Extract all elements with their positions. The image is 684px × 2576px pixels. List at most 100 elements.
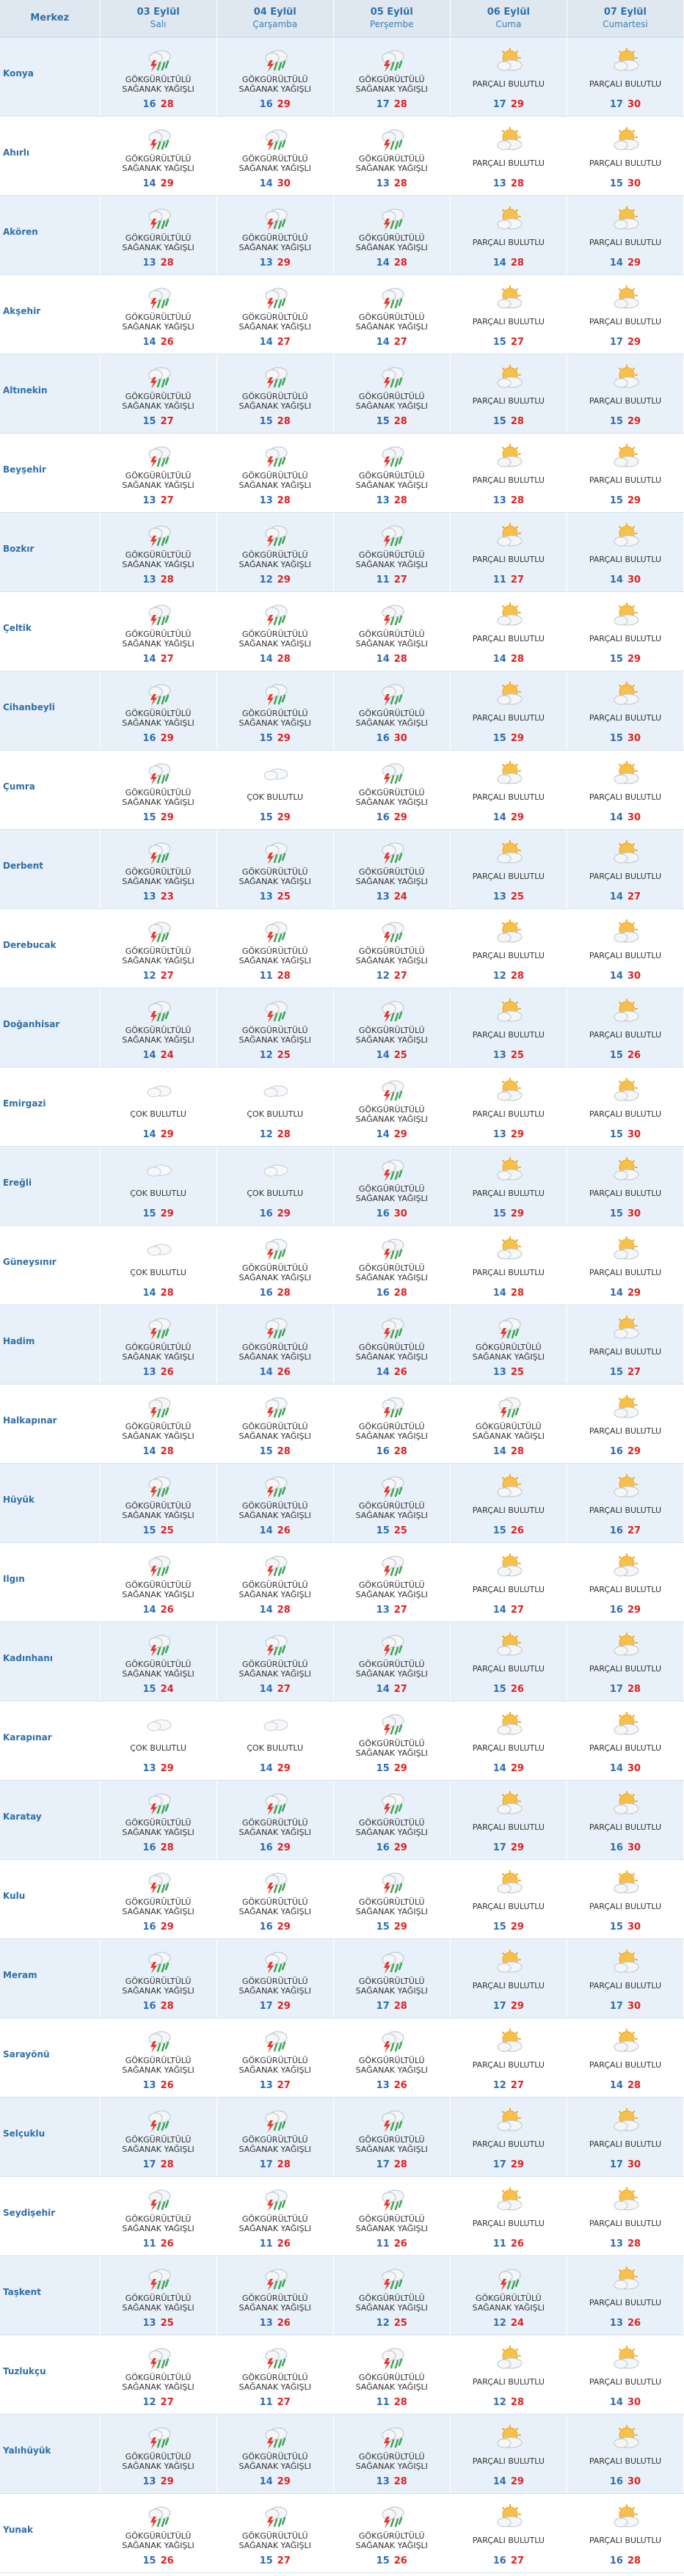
condition-text: GÖKGÜRÜLTÜLÜ SAĞANAK YAĞIŞLI — [239, 1659, 311, 1679]
temperature-range: 15 26 — [484, 1684, 533, 1695]
max-temp: 26 — [160, 336, 174, 348]
temperature-range: 14 29 — [134, 1129, 183, 1140]
thunderstorm-rain-icon — [261, 365, 290, 390]
city-name-cell: Taşkent — [0, 2255, 101, 2335]
forecast-cell: GÖKGÜRÜLTÜLÜ SAĞANAK YAĞIŞLI 14 27 — [217, 1621, 334, 1701]
city-name: Tuzlukçu — [3, 2366, 46, 2376]
max-temp: 28 — [510, 970, 524, 982]
cloudy-icon — [261, 1078, 290, 1103]
temperature-range: 17 29 — [484, 2159, 533, 2170]
min-temp: 14 — [142, 1049, 156, 1061]
condition-text: ÇOK BULUTLU — [130, 1268, 186, 1277]
city-name-cell: Emirgazi — [0, 1067, 101, 1147]
min-temp: 15 — [142, 2555, 156, 2566]
temperature-range: 13 28 — [368, 495, 416, 506]
temperature-range: 15 26 — [134, 2555, 183, 2566]
condition-text: PARÇALI BULUTLU — [589, 2536, 662, 2545]
max-temp: 29 — [277, 1208, 291, 1219]
condition-text: GÖKGÜRÜLTÜLÜ SAĞANAK YAĞIŞLI — [239, 1976, 311, 1996]
temperature-range: 17 29 — [484, 2001, 533, 2012]
temperature-range: 16 30 — [601, 2476, 650, 2487]
condition-text: PARÇALI BULUTLU — [589, 396, 662, 406]
temperature-range: 13 26 — [134, 2080, 183, 2091]
temperature-range: 14 28 — [484, 258, 533, 269]
temperature-range: 16 27 — [601, 1525, 650, 1536]
thunderstorm-rain-icon — [144, 444, 173, 469]
forecast-cell: GÖKGÜRÜLTÜLÜ SAĞANAK YAĞIŞLI 14 24 — [100, 988, 217, 1068]
min-temp: 14 — [259, 178, 273, 189]
table-row: Beyşehir GÖKGÜRÜLTÜLÜ SAĞANAK YAĞIŞLI 13 27… — [0, 433, 684, 513]
temperature-range: 14 26 — [368, 1367, 416, 1378]
max-temp: 29 — [277, 732, 291, 744]
forecast-cell: GÖKGÜRÜLTÜLÜ SAĞANAK YAĞIŞLI 11 27 — [333, 512, 451, 592]
partly-cloudy-icon — [494, 2107, 523, 2133]
city-name: Selçuklu — [3, 2128, 46, 2139]
condition-text: GÖKGÜRÜLTÜLÜ SAĞANAK YAĞIŞLI — [122, 2451, 194, 2471]
min-temp: 15 — [142, 415, 156, 427]
condition-text: PARÇALI BULUTLU — [589, 1189, 662, 1198]
max-temp: 28 — [160, 1287, 174, 1299]
forecast-cell: PARÇALI BULUTLU 15 30 — [567, 1067, 684, 1147]
max-temp: 26 — [510, 1525, 524, 1536]
forecast-cell: GÖKGÜRÜLTÜLÜ SAĞANAK YAĞIŞLI 13 28 — [100, 195, 217, 275]
column-header-day: 05 Eylül Perşembe — [333, 0, 451, 37]
max-temp: 26 — [627, 2317, 641, 2329]
max-temp: 30 — [627, 1842, 641, 1853]
city-name-cell: Karatay — [0, 1780, 101, 1860]
city-name: Yalıhüyük — [3, 2445, 51, 2456]
min-temp: 13 — [142, 1366, 156, 1378]
min-temp: 14 — [492, 1445, 506, 1457]
city-name-cell: Doğanhisar — [0, 988, 101, 1068]
forecast-cell: PARÇALI BULUTLU 14 30 — [567, 1701, 684, 1781]
table-row: Güneysınır ÇOK BULUTLU 14 28 GÖKGÜRÜLTÜLÜ SA… — [0, 1225, 684, 1305]
max-temp: 30 — [627, 811, 641, 823]
min-temp: 11 — [492, 574, 506, 585]
forecast-cell: GÖKGÜRÜLTÜLÜ SAĞANAK YAĞIŞLI 13 27 — [100, 433, 217, 513]
forecast-cell: GÖKGÜRÜLTÜLÜ SAĞANAK YAĞIŞLI 14 28 — [450, 1384, 567, 1464]
thunderstorm-rain-icon — [377, 2108, 407, 2133]
max-temp: 29 — [393, 1921, 407, 1933]
city-name: Ereğli — [3, 1178, 32, 1188]
max-temp: 25 — [277, 891, 291, 902]
max-temp: 30 — [627, 574, 641, 585]
temperature-range: 13 26 — [368, 2080, 416, 2091]
condition-text: GÖKGÜRÜLTÜLÜ SAĞANAK YAĞIŞLI — [239, 233, 311, 252]
max-temp: 27 — [393, 1683, 407, 1695]
thunderstorm-rain-icon — [261, 2504, 290, 2529]
condition-text: GÖKGÜRÜLTÜLÜ SAĞANAK YAĞIŞLI — [122, 787, 194, 807]
condition-text: GÖKGÜRÜLTÜLÜ SAĞANAK YAĞIŞLI — [239, 866, 311, 886]
condition-text: GÖKGÜRÜLTÜLÜ SAĞANAK YAĞIŞLI — [122, 2531, 194, 2550]
forecast-cell: GÖKGÜRÜLTÜLÜ SAĞANAK YAĞIŞLI 15 27 — [100, 354, 217, 434]
forecast-cell: GÖKGÜRÜLTÜLÜ SAĞANAK YAĞIŞLI 13 28 — [333, 2414, 451, 2494]
forecast-cell: GÖKGÜRÜLTÜLÜ SAĞANAK YAĞIŞLI 17 28 — [333, 1938, 451, 2018]
condition-text: PARÇALI BULUTLU — [472, 2377, 545, 2387]
max-temp: 29 — [627, 495, 641, 506]
day-name: Salı — [150, 18, 167, 29]
max-temp: 24 — [510, 2317, 524, 2329]
condition-text: PARÇALI BULUTLU — [472, 2456, 545, 2466]
min-temp: 16 — [259, 98, 273, 110]
thunderstorm-rain-icon — [144, 1316, 173, 1340]
day-date: 07 Eylül — [603, 6, 647, 18]
min-temp: 17 — [376, 2000, 390, 2012]
thunderstorm-rain-icon — [377, 761, 407, 786]
condition-text: PARÇALI BULUTLU — [472, 79, 545, 89]
min-temp: 13 — [609, 2317, 623, 2329]
min-temp: 13 — [376, 178, 390, 189]
max-temp: 30 — [627, 1762, 641, 1774]
city-name-cell: Güneysınır — [0, 1225, 101, 1305]
temperature-range: 16 29 — [251, 99, 299, 110]
min-temp: 12 — [259, 1049, 273, 1061]
thunderstorm-rain-icon — [261, 1791, 290, 1816]
column-header-day: 04 Eylül Çarşamba — [217, 0, 334, 37]
city-name-cell: Kulu — [0, 1859, 101, 1939]
partly-cloudy-icon — [611, 760, 640, 786]
max-temp: 27 — [277, 2396, 291, 2408]
thunderstorm-rain-icon — [144, 1395, 173, 1420]
min-temp: 14 — [376, 257, 390, 269]
forecast-cell: PARÇALI BULUTLU 15 30 — [567, 116, 684, 196]
table-row: Meram GÖKGÜRÜLTÜLÜ SAĞANAK YAĞIŞLI 16 28 GÖK… — [0, 1938, 684, 2018]
partly-cloudy-icon — [494, 602, 523, 627]
temperature-range: 16 28 — [134, 2001, 183, 2012]
city-name-cell: Bozkır — [0, 512, 101, 592]
